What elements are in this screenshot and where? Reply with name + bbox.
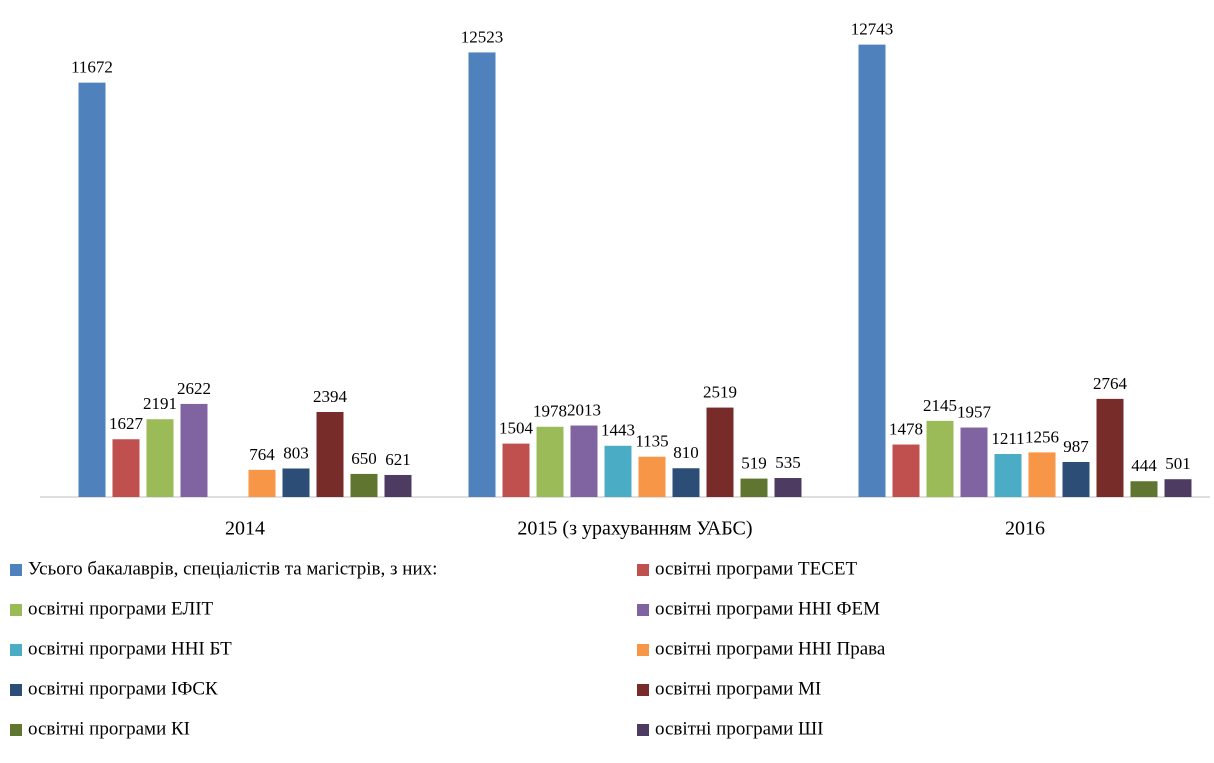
bar [536, 426, 564, 497]
bar [146, 419, 174, 497]
data-label: 2394 [313, 387, 348, 406]
data-label: 444 [1131, 456, 1157, 475]
bar [1096, 398, 1124, 497]
data-label: 12523 [461, 27, 504, 46]
data-label: 764 [249, 445, 275, 464]
bar [1130, 481, 1158, 497]
bar [248, 469, 276, 497]
bar [638, 456, 666, 497]
data-label: 2145 [923, 396, 957, 415]
legend-swatch [637, 724, 649, 736]
data-label: 650 [351, 449, 377, 468]
legend-label: освітні програми МІ [655, 678, 821, 699]
legend-swatch [10, 684, 22, 696]
bar [468, 52, 496, 497]
data-label: 810 [673, 443, 699, 462]
data-label: 1211 [991, 429, 1024, 448]
x-tick-label: 2015 (з урахуванням УАБС) [517, 518, 752, 540]
legend-label: освітні програми ЕЛІТ [28, 598, 214, 619]
legend-swatch [637, 684, 649, 696]
bar [180, 403, 208, 497]
legend-swatch [637, 604, 649, 616]
bar [502, 443, 530, 497]
data-label: 2191 [143, 394, 177, 413]
legend-label: освітні програми КІ [28, 718, 190, 739]
bar [774, 478, 802, 497]
legend-label: освітні програми ІФСК [28, 678, 218, 699]
data-label: 621 [385, 450, 411, 469]
bar [960, 427, 988, 497]
bar [282, 468, 310, 497]
legend-swatch [10, 644, 22, 656]
data-label: 1504 [499, 419, 534, 438]
bar [316, 412, 344, 497]
bar [112, 439, 140, 497]
bar [350, 473, 378, 497]
bar [604, 445, 632, 497]
data-label: 519 [741, 453, 767, 472]
bar [1062, 461, 1090, 497]
legend-label: освітні програми ШІ [655, 718, 824, 739]
bar [858, 44, 886, 497]
data-label: 2013 [567, 400, 601, 419]
data-label: 1978 [533, 402, 567, 421]
data-label: 1256 [1025, 427, 1059, 446]
data-label: 2519 [703, 382, 737, 401]
bar [78, 82, 106, 498]
data-label: 12743 [851, 20, 894, 39]
legend-label: освітні програми ННІ ФЕМ [655, 598, 880, 619]
data-label: 1135 [635, 432, 668, 451]
legend-label: освітні програми ННІ Права [655, 638, 886, 659]
x-tick-label: 2014 [225, 518, 265, 540]
bar [1164, 479, 1192, 497]
legend-swatch [10, 564, 22, 576]
data-label: 1443 [601, 421, 635, 440]
legend-swatch [637, 564, 649, 576]
x-tick-label: 2016 [1005, 518, 1045, 540]
data-label: 987 [1063, 437, 1089, 456]
bar [1028, 452, 1056, 497]
data-label: 1957 [957, 402, 992, 421]
bar [570, 425, 598, 497]
data-label: 501 [1165, 454, 1191, 473]
data-label: 803 [283, 443, 309, 462]
legend-label: освітні програми ННІ БТ [28, 638, 232, 659]
data-label: 2764 [1093, 374, 1128, 393]
bar [994, 454, 1022, 497]
legend-swatch [10, 724, 22, 736]
bar [672, 468, 700, 497]
data-label: 1627 [109, 414, 144, 433]
data-label: 11672 [71, 58, 113, 77]
bar [740, 478, 768, 497]
data-label: 1478 [889, 419, 923, 438]
bar [892, 444, 920, 497]
bar [706, 407, 734, 497]
legend-label: освітні програми ТЕСЕТ [655, 558, 857, 579]
legend-label: Усього бакалаврів, спеціалістів та магіс… [28, 558, 437, 579]
bar [926, 420, 954, 497]
data-label: 2622 [177, 379, 211, 398]
legend-swatch [637, 644, 649, 656]
legend-swatch [10, 604, 22, 616]
bar [384, 474, 412, 497]
data-label: 535 [775, 453, 801, 472]
